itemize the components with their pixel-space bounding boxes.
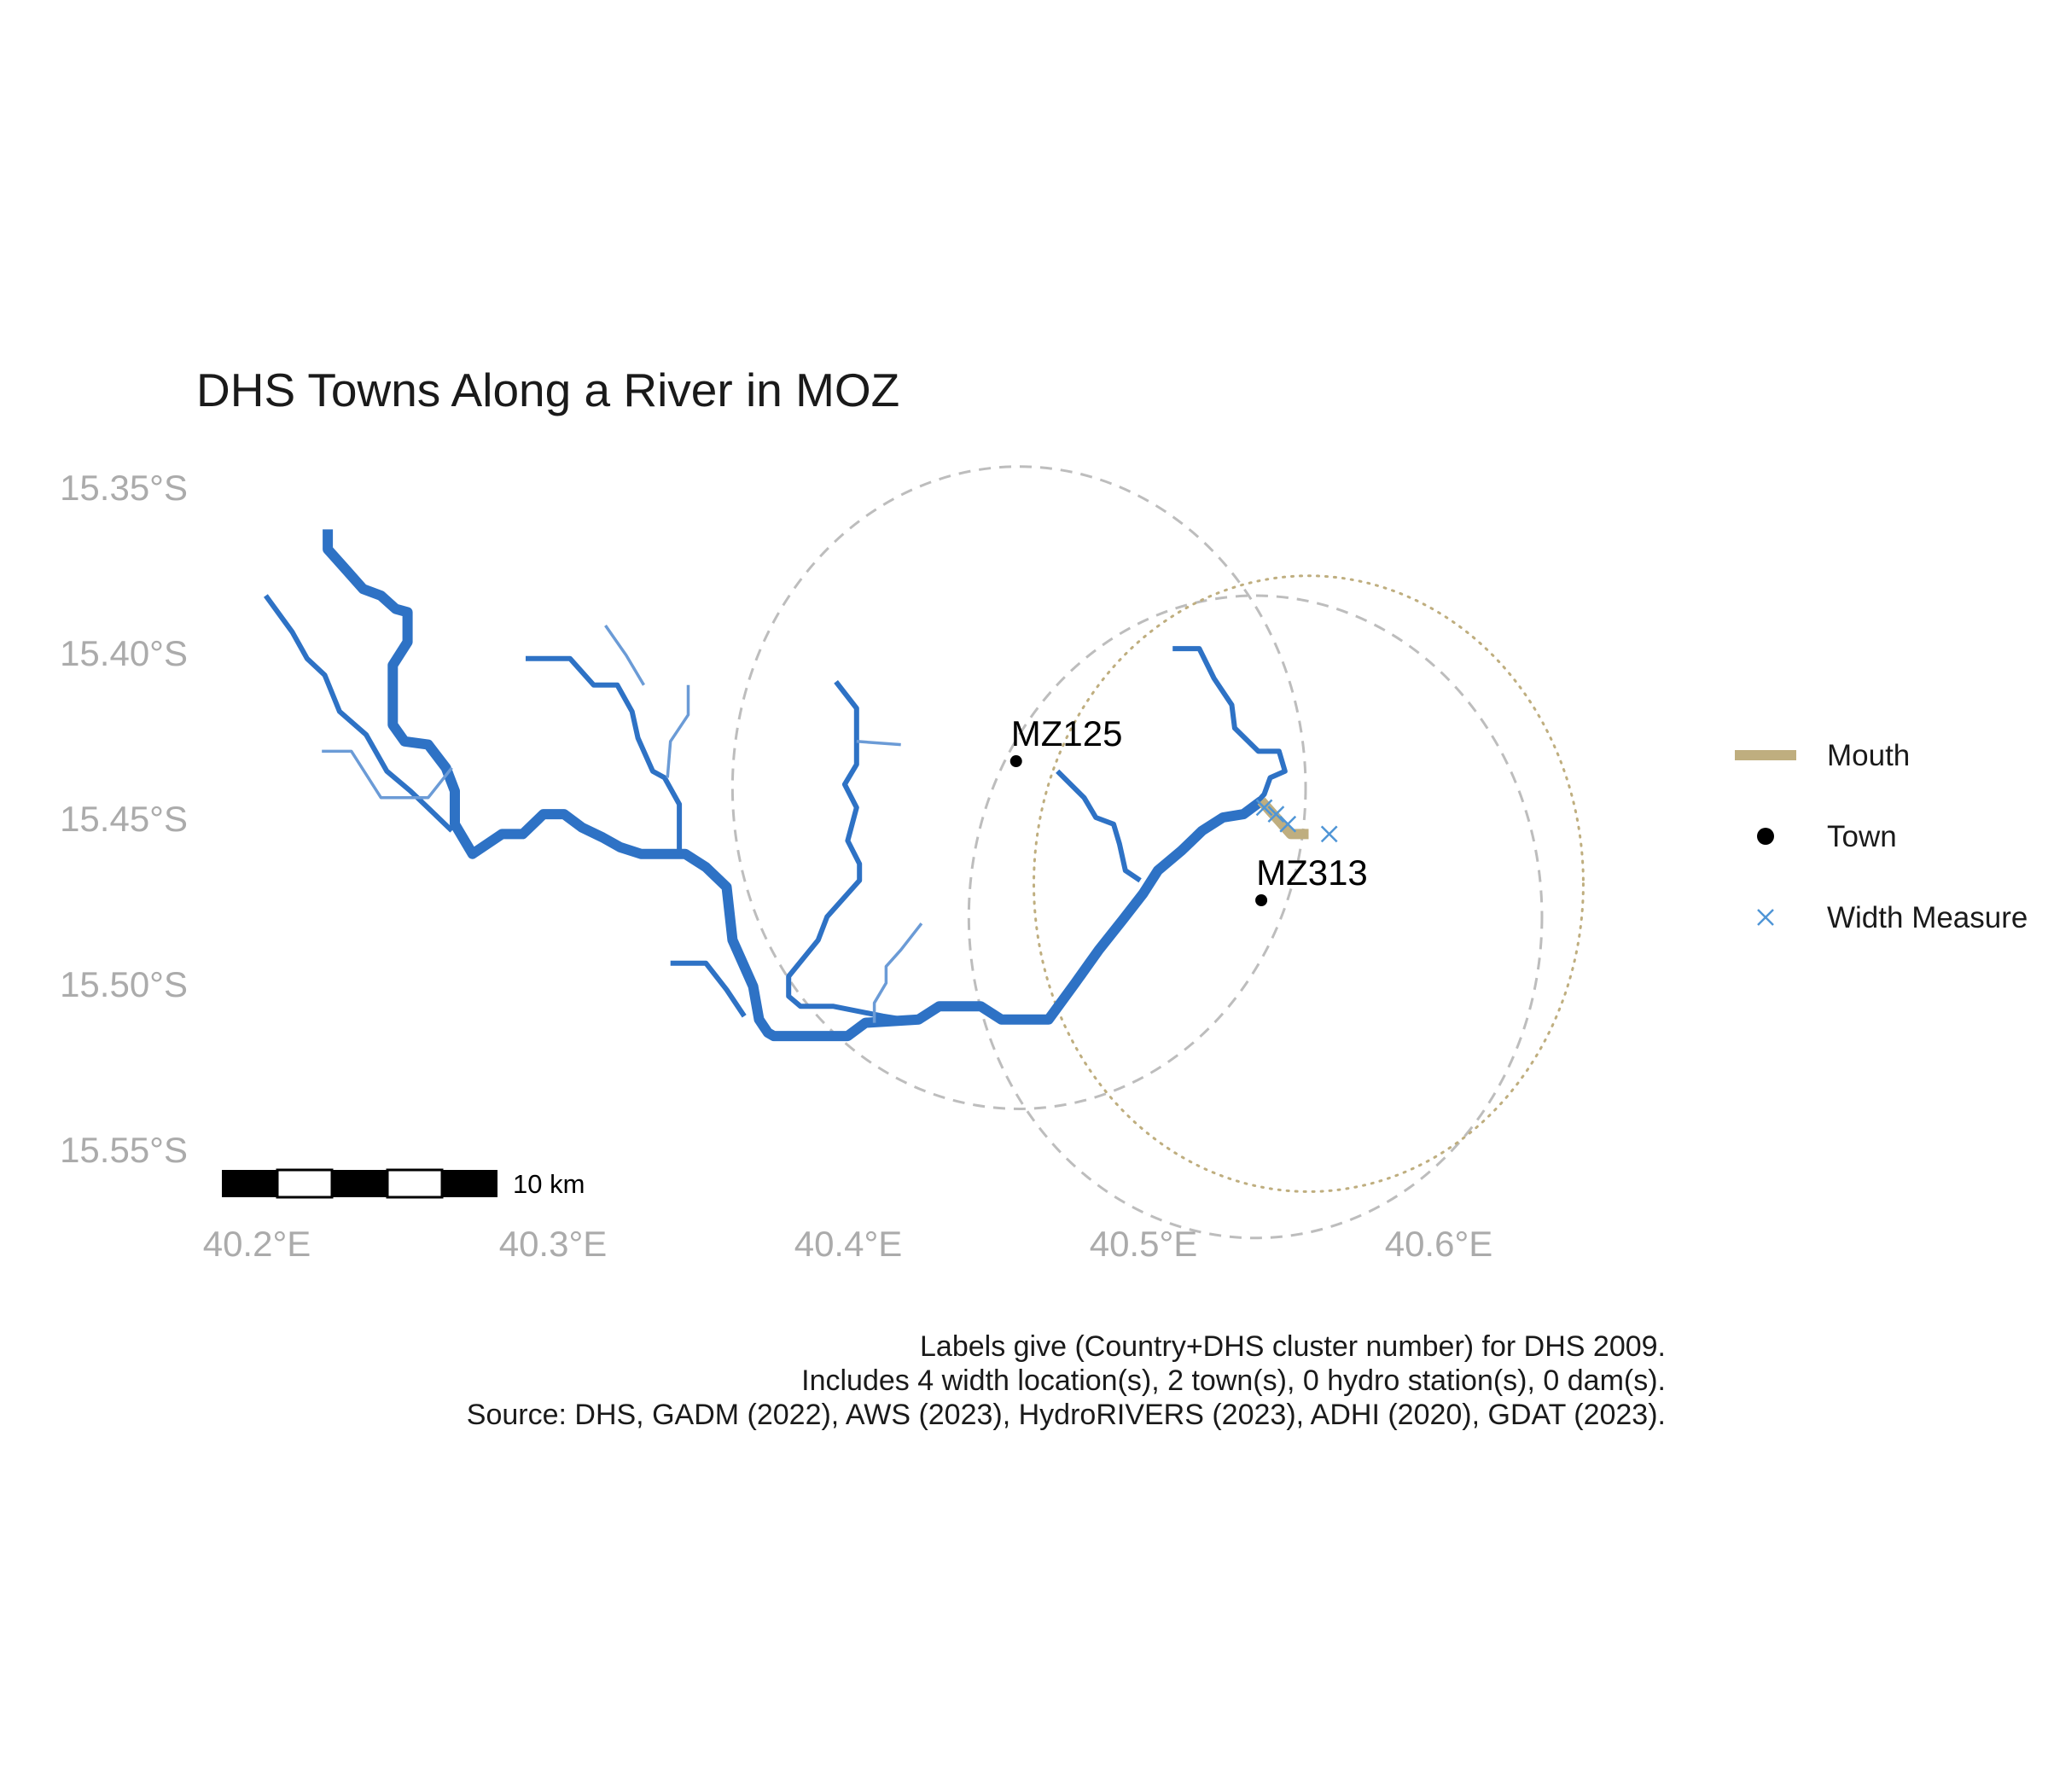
town-buffer-circle [730,465,1307,1110]
river-segment [666,684,690,778]
river-segment [1172,646,1288,810]
scale-bar-segment [332,1170,387,1197]
x-tick-label: 40.4°E [794,1224,903,1264]
width-measure-marker [1255,799,1273,817]
legend: Mouth Town Width Measure [1735,739,2028,934]
legend-town-swatch [1757,828,1774,845]
scale-bar-label: 10 km [513,1169,585,1199]
legend-width-measure-swatch [1757,909,1774,926]
x-tick-label: 40.6°E [1385,1224,1493,1264]
town-point [1009,755,1022,768]
width-measure-stroke [1267,806,1285,823]
y-tick-label: 15.45°S [60,799,188,839]
y-tick-label: 15.55°S [60,1130,188,1170]
river-segment [604,625,646,686]
towns: MZ125 MZ313 [1009,713,1368,906]
caption: Labels give (Country+DHS cluster number)… [467,1330,1666,1431]
river-segment [786,680,905,1022]
town-buffer-circle [967,594,1544,1240]
river-mouth [1257,797,1309,840]
y-axis-labels: 15.35°S 15.40°S 15.45°S 15.50°S 15.55°S [60,468,188,1170]
width-measure-stroke [1255,799,1273,817]
town-label: MZ313 [1256,852,1368,893]
river-network [263,529,1288,1042]
map-title: DHS Towns Along a River in MOZ [196,364,899,416]
caption-line: Includes 4 width location(s), 2 town(s),… [801,1364,1666,1397]
width-measure-marker [1267,806,1285,823]
caption-line: Source: DHS, GADM (2022), AWS (2023), Hy… [467,1399,1666,1431]
legend-town-label: Town [1827,820,1897,853]
x-tick-label: 40.5°E [1090,1224,1198,1264]
legend-mouth-label: Mouth [1827,739,1910,772]
buffer-circles [730,465,1585,1240]
river-segment [322,749,453,800]
scale-bar-segment [276,1168,334,1199]
y-tick-label: 15.40°S [60,633,188,673]
width-measure-stroke [1279,815,1297,833]
river-segment [263,594,454,833]
width-measure-marker [1279,815,1297,833]
river-segment [323,529,1265,1042]
scale-bar-segment [386,1168,444,1199]
x-tick-label: 40.3°E [499,1224,608,1264]
width-measure-stroke [1320,825,1338,843]
scale-bar-segment [222,1170,277,1197]
mouth-segment [1257,797,1309,840]
river-segment [670,960,747,1018]
town-label: MZ125 [1011,713,1123,753]
legend-width-measure-label: Width Measure [1827,901,2028,934]
river-segment [872,922,923,1023]
caption-line: Labels give (Country+DHS cluster number)… [920,1330,1666,1363]
scale-bar-segment [442,1170,497,1197]
y-tick-label: 15.50°S [60,964,188,1004]
mouth-buffer-circle [1033,574,1585,1193]
river-segment [856,740,901,747]
width-measure-marker [1320,825,1338,843]
x-tick-label: 40.2°E [203,1224,311,1264]
river-segment [1056,769,1142,883]
y-tick-label: 15.35°S [60,468,188,508]
river-segment [526,655,683,854]
town-point [1255,894,1268,906]
x-axis-labels: 40.2°E 40.3°E 40.4°E 40.5°E 40.6°E [203,1224,1493,1264]
width-measures [1255,799,1338,843]
scale-bar: 10 km [222,1168,585,1199]
